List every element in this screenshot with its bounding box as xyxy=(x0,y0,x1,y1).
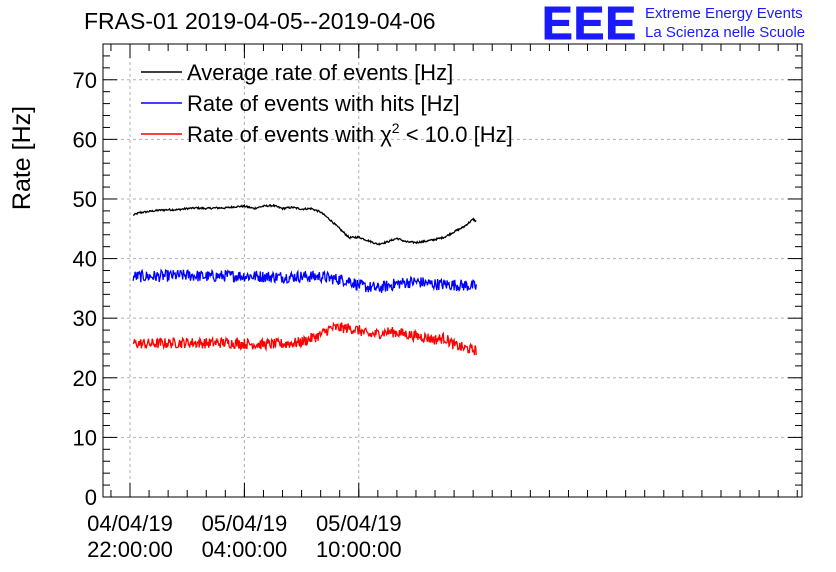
y-tick-label: 70 xyxy=(73,68,97,93)
x-tick-label-date: 04/04/19 xyxy=(87,511,173,536)
logo-mark: EEE xyxy=(541,0,638,49)
y-tick-label: 50 xyxy=(73,187,97,212)
x-tick-label-time: 22:00:00 xyxy=(87,537,173,562)
logo-text: Extreme Energy Events La Scienza nelle S… xyxy=(645,4,805,42)
series-line-0 xyxy=(132,203,477,246)
y-tick-label: 30 xyxy=(73,306,97,331)
series-group xyxy=(132,203,477,356)
x-tick-label-time: 10:00:00 xyxy=(316,537,402,562)
legend-label-0: Average rate of events [Hz] xyxy=(187,60,453,85)
x-tick-label-date: 05/04/19 xyxy=(202,511,288,536)
chart-title: FRAS-01 2019-04-05--2019-04-06 xyxy=(84,8,436,34)
logo-line2: La Scienza nelle Scuole xyxy=(645,24,806,41)
eee-logo: EEE Extreme Energy Events La Scienza nel… xyxy=(541,0,805,49)
y-tick-label: 20 xyxy=(73,366,97,391)
y-tick-label: 60 xyxy=(73,127,97,152)
legend: Average rate of events [Hz] Rate of event… xyxy=(141,60,513,147)
y-tick-label: 10 xyxy=(73,425,97,450)
logo-line1: Extreme Energy Events xyxy=(645,5,803,22)
legend-label-1: Rate of events with hits [Hz] xyxy=(187,91,460,116)
y-axis-label: Rate [Hz] xyxy=(8,106,36,210)
x-tick-label-date: 05/04/19 xyxy=(316,511,402,536)
legend-label-2: Rate of events with χ2 < 10.0 [Hz] xyxy=(187,120,513,147)
series-line-2 xyxy=(132,321,477,356)
x-tick-label-time: 04:00:00 xyxy=(202,537,288,562)
y-tick-label: 0 xyxy=(85,485,97,510)
axes: 0 10 20 30 40 50 60 70 Rate [Hz] 04/04/1922:00:00… xyxy=(8,43,803,562)
y-tick-label: 40 xyxy=(73,247,97,272)
grid-lines xyxy=(103,44,802,497)
series-line-1 xyxy=(132,268,477,293)
